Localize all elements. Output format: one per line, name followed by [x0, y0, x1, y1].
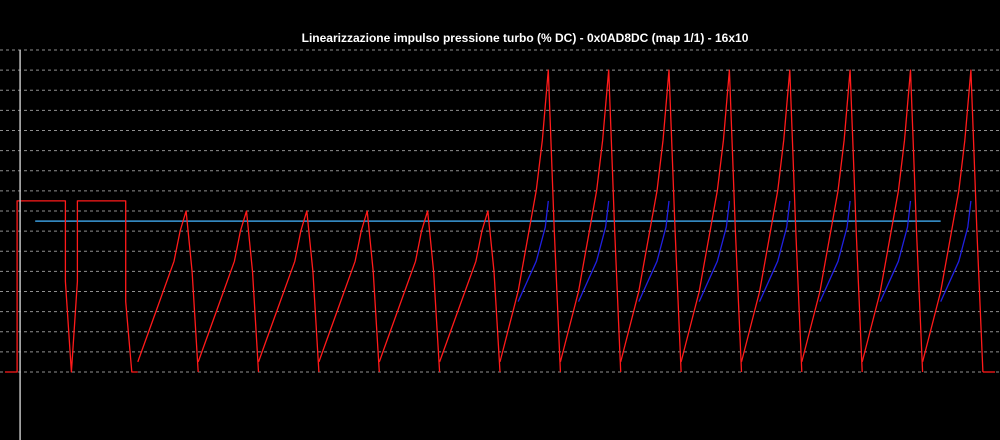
series-line: [801, 69, 863, 373]
series-line: [197, 210, 260, 373]
series-line: [257, 210, 320, 373]
series-line: [438, 210, 501, 373]
series-line: [879, 200, 912, 302]
series-line: [318, 210, 380, 373]
series-line: [680, 69, 743, 373]
series-line: [861, 69, 924, 373]
series-line: [499, 69, 562, 373]
series-1: [517, 200, 972, 302]
grid-layer: [0, 49, 1000, 373]
series-line: [577, 200, 610, 302]
series-line: [759, 200, 791, 302]
series-line: [620, 69, 682, 373]
series-line: [740, 69, 803, 373]
series-line: [698, 200, 731, 302]
series-line: [638, 200, 670, 302]
series-line: [559, 69, 622, 373]
series-line: [137, 210, 199, 373]
series-line: [378, 210, 441, 373]
series-0: [5, 69, 995, 373]
series-line: [819, 200, 851, 302]
chart-title: Linearizzazione impulso pressione turbo …: [302, 31, 749, 45]
series-line: [517, 200, 549, 302]
series-line: [921, 69, 984, 373]
series-layer: [5, 69, 995, 373]
series-line: [5, 200, 138, 373]
series-line: [940, 200, 972, 302]
